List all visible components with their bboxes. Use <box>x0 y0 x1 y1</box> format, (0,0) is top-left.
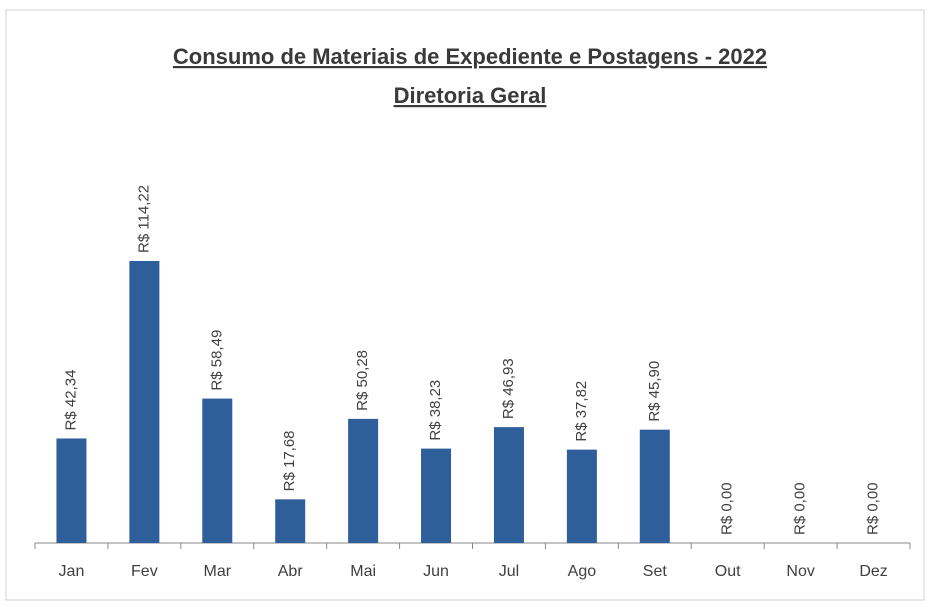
bar <box>348 418 379 543</box>
bar <box>275 499 306 543</box>
bar <box>639 429 670 543</box>
data-label: R$ 0,00 <box>865 482 882 535</box>
data-label: R$ 37,82 <box>573 381 590 442</box>
bar <box>202 398 233 543</box>
bar <box>566 449 597 543</box>
x-tick-label: Jun <box>423 563 449 580</box>
bar <box>493 427 524 543</box>
x-tick-label: Ago <box>568 563 597 580</box>
bar <box>421 448 452 543</box>
data-label: R$ 0,00 <box>792 482 809 535</box>
bar <box>56 438 87 543</box>
chart-title: Consumo de Materiais de Expediente e Pos… <box>173 44 767 69</box>
x-tick-label: Set <box>643 563 668 580</box>
x-tick-label: Fev <box>131 563 158 580</box>
x-tick-label: Mar <box>204 563 232 580</box>
x-tick-label: Out <box>715 563 741 580</box>
data-label: R$ 46,93 <box>500 358 517 419</box>
data-label: R$ 17,68 <box>281 430 298 491</box>
x-tick-label: Jul <box>499 563 519 580</box>
x-tick-label: Nov <box>786 563 814 580</box>
chart-subtitle: Diretoria Geral <box>394 83 547 108</box>
data-label: R$ 45,90 <box>646 361 663 422</box>
data-label: R$ 0,00 <box>719 482 736 535</box>
x-tick-label: Abr <box>278 563 304 580</box>
x-tick-label: Mai <box>350 563 376 580</box>
x-tick-label: Jan <box>59 563 85 580</box>
data-label: R$ 50,28 <box>354 350 371 411</box>
bar <box>129 261 160 543</box>
data-label: R$ 58,49 <box>208 330 225 391</box>
data-label: R$ 114,22 <box>135 185 152 253</box>
x-tick-label: Dez <box>859 563 887 580</box>
data-label: R$ 38,23 <box>427 380 444 441</box>
data-label: R$ 42,34 <box>62 370 79 431</box>
